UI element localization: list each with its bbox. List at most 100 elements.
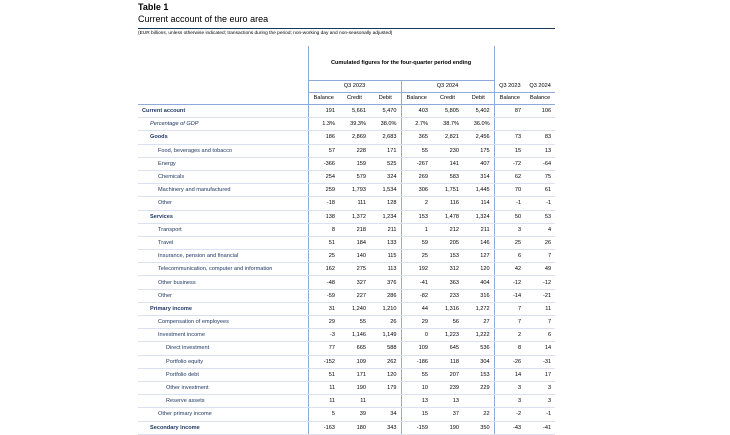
row-value: 286 bbox=[370, 289, 401, 303]
row-label: Transport bbox=[138, 223, 308, 237]
row-value: 536 bbox=[463, 341, 495, 356]
row-value: 13 bbox=[400, 394, 432, 409]
row-value: 218 bbox=[339, 223, 370, 237]
row-label: Services bbox=[138, 210, 308, 224]
row-value: -41 bbox=[400, 275, 432, 290]
row-value: 15 bbox=[493, 144, 526, 158]
row-value: 3 bbox=[493, 223, 526, 237]
row-value: -31 bbox=[525, 355, 556, 369]
row-value: -1 bbox=[525, 196, 556, 211]
row-value: 404 bbox=[463, 275, 495, 290]
row-value: 115 bbox=[370, 249, 401, 264]
row-label: Energy bbox=[138, 157, 308, 171]
row-value bbox=[370, 394, 401, 409]
row-label: Machinery and manufactured bbox=[138, 183, 308, 198]
row-value: 162 bbox=[307, 262, 339, 277]
table-row: Travel 51 184 133 59 205 146 25 26 bbox=[138, 236, 556, 251]
row-value: 127 bbox=[463, 249, 495, 264]
row-value: 2 bbox=[493, 328, 526, 343]
row-value: 38.7% bbox=[432, 117, 463, 132]
table-row: Current account 191 5,661 5,470 403 5,805 5,40… bbox=[138, 104, 556, 119]
row-value: 55 bbox=[400, 144, 432, 158]
row-value: -64 bbox=[525, 157, 556, 171]
row-value: 77 bbox=[307, 341, 339, 356]
row-value: -12 bbox=[525, 275, 556, 290]
table-row: Other business -48 327 376 -41 363 404 -12 -12 bbox=[138, 275, 556, 290]
row-value: 343 bbox=[370, 421, 401, 435]
q2023-header-quarterly: Q3 2023 bbox=[493, 80, 526, 93]
row-value: -26 bbox=[493, 355, 526, 369]
q2024-header: Q3 2024 bbox=[400, 80, 495, 93]
row-value: -267 bbox=[400, 157, 432, 171]
col-credit: Credit bbox=[339, 92, 370, 105]
row-value: 51 bbox=[307, 236, 339, 251]
table-row: Portfolio equity -152 109 262 -186 118 304 -26-… bbox=[138, 355, 556, 369]
row-value: 190 bbox=[432, 421, 463, 435]
row-value: 44 bbox=[400, 302, 432, 317]
row-value: 10 bbox=[400, 381, 432, 396]
row-value: 191 bbox=[307, 104, 339, 119]
table-title: Current account of the euro area bbox=[138, 14, 269, 24]
row-value: 2,456 bbox=[463, 130, 495, 145]
row-value: 211 bbox=[463, 223, 495, 237]
q2024-header-quarterly: Q3 2024 bbox=[525, 80, 556, 93]
row-value: 5,661 bbox=[339, 104, 370, 119]
q2023-header: Q3 2023 bbox=[307, 80, 401, 93]
row-value: 1,234 bbox=[370, 210, 401, 224]
row-value: 171 bbox=[339, 368, 370, 382]
row-value: 118 bbox=[432, 355, 463, 369]
row-value: 153 bbox=[463, 368, 495, 382]
table-row: Percentage of GDP 1.3% 39.3% 38.0% 2.7% 38.7%… bbox=[138, 117, 556, 132]
row-value bbox=[493, 117, 526, 132]
row-value: 31 bbox=[307, 302, 339, 317]
header-row-quarters: Q3 2023 Q3 2024 Q3 2023 Q3 2024 bbox=[138, 80, 556, 93]
row-value bbox=[463, 394, 495, 409]
row-value: 140 bbox=[339, 249, 370, 264]
row-value: 192 bbox=[400, 262, 432, 277]
row-value bbox=[525, 117, 556, 132]
col-balance: Balance bbox=[525, 92, 556, 105]
row-value: -186 bbox=[400, 355, 432, 369]
col-debit: Debit bbox=[463, 92, 495, 105]
row-value: 56 bbox=[432, 315, 463, 330]
table-row: Machinery and manufactured 259 1,793 1,534 3… bbox=[138, 183, 556, 198]
row-label: Compensation of employees bbox=[138, 315, 308, 330]
row-value: 3 bbox=[525, 394, 556, 409]
row-label: Travel bbox=[138, 236, 308, 251]
table-row: Compensation of employees 29 55 26 29 56 27 7 7 bbox=[138, 315, 556, 330]
row-value: 25 bbox=[493, 236, 526, 251]
row-value: 180 bbox=[339, 421, 370, 435]
row-value: 11 bbox=[307, 381, 339, 396]
row-value: 525 bbox=[370, 157, 401, 171]
row-value: 304 bbox=[463, 355, 495, 369]
header-row-columns: Balance Credit Debit Balance Credit Debi… bbox=[138, 92, 556, 105]
table-row: Goods 186 2,869 2,683 365 2,821 2,456 73 83 bbox=[138, 130, 556, 145]
row-value: 53 bbox=[525, 210, 556, 224]
row-value: 228 bbox=[339, 144, 370, 158]
row-value: 262 bbox=[370, 355, 401, 369]
row-value: 583 bbox=[432, 170, 463, 185]
row-value: 55 bbox=[400, 368, 432, 382]
row-value: 1,272 bbox=[463, 302, 495, 317]
row-value: 579 bbox=[339, 170, 370, 185]
row-value: 8 bbox=[493, 341, 526, 356]
col-balance: Balance bbox=[400, 92, 432, 105]
row-value: 7 bbox=[493, 302, 526, 317]
table-row: Other -18 111 128 2 116 114 -1 -1 bbox=[138, 196, 556, 211]
row-value: 25 bbox=[400, 249, 432, 264]
row-value: -1 bbox=[493, 196, 526, 211]
row-label: Reserve assets bbox=[138, 394, 308, 409]
row-value: 29 bbox=[307, 315, 339, 330]
row-value: 254 bbox=[307, 170, 339, 185]
row-value: 13 bbox=[525, 144, 556, 158]
row-value: 211 bbox=[370, 223, 401, 237]
cumulated-header: Cumulated figures for the four-quarter p… bbox=[307, 46, 495, 81]
row-value: 1,372 bbox=[339, 210, 370, 224]
row-value: 8 bbox=[307, 223, 339, 237]
row-label: Goods bbox=[138, 130, 308, 145]
table-row: Primary income 31 1,240 1,210 44 1,316 1,272 7 1… bbox=[138, 302, 556, 317]
row-value: -59 bbox=[307, 289, 339, 303]
table-row: Secondary income -163 180 343 -159 190 350 -43-… bbox=[138, 421, 556, 435]
row-value: 3 bbox=[493, 381, 526, 396]
row-value: -43 bbox=[493, 421, 526, 435]
